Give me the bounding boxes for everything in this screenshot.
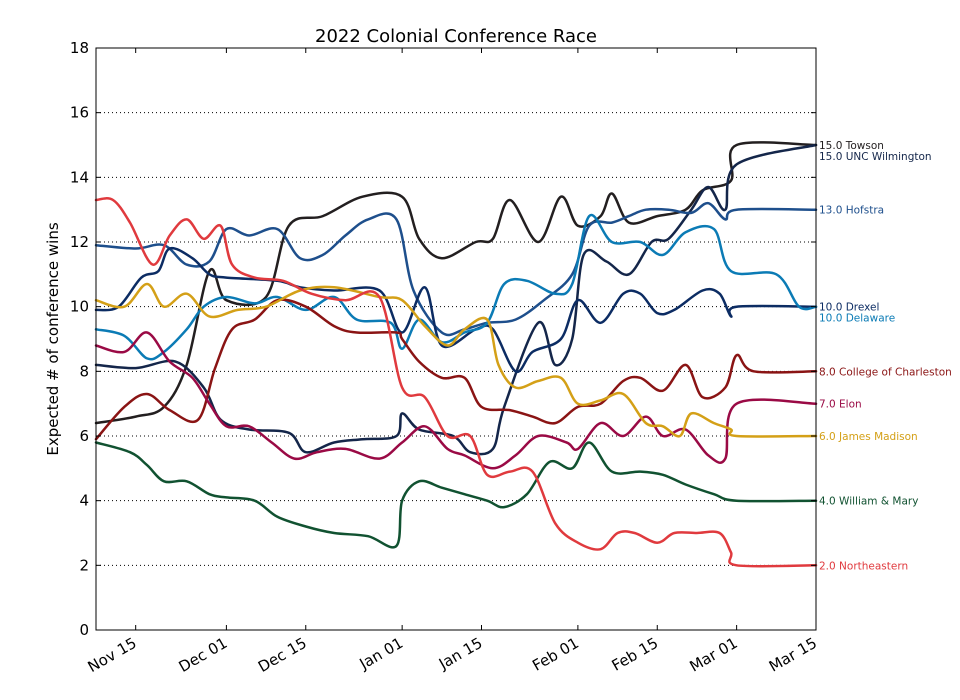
x-tick-label: Nov 15 — [85, 634, 140, 676]
x-tick-label: Jan 01 — [356, 634, 407, 674]
y-axis-label: Expected # of conference wins — [44, 222, 62, 456]
series-lines — [94, 141, 818, 568]
y-tick-label: 6 — [79, 427, 89, 445]
y-tick-label: 8 — [79, 362, 89, 380]
series-line-unc-wilmington — [94, 143, 818, 456]
end-label-college-of-charleston: 8.0 College of Charleston — [819, 366, 952, 378]
y-tick-label: 14 — [70, 168, 89, 186]
end-label-hofstra: 13.0 Hofstra — [819, 205, 884, 217]
x-tick-label: Mar 15 — [766, 634, 820, 676]
series-line-college-of-charleston — [94, 298, 818, 441]
y-tick-label: 10 — [70, 298, 89, 316]
x-tick-label: Dec 15 — [255, 634, 310, 676]
x-tick-label: Mar 01 — [686, 634, 740, 676]
end-label-delaware: 10.0 Delaware — [819, 313, 895, 325]
series-line-elon — [94, 331, 818, 470]
y-tick-label: 12 — [70, 233, 89, 251]
series-line-northeastern — [94, 197, 818, 568]
series-line-drexel — [94, 246, 818, 374]
end-label-william-mary: 4.0 William & Mary — [819, 496, 918, 508]
end-label-towson: 15.0 Towson — [819, 140, 884, 152]
series-line-towson — [94, 141, 818, 425]
series-line-william-mary — [94, 441, 818, 549]
y-tick-label: 18 — [70, 39, 89, 57]
y-tick-label: 0 — [79, 621, 89, 639]
ticks: 0 2 4 6 8 10 12 14 16 18 Nov 15 Dec 01 Dec 15 Jan 01 J… — [70, 39, 820, 676]
end-label-drexel: 10.0 Drexel — [819, 302, 879, 314]
chart-title: 2022 Colonial Conference Race — [315, 26, 597, 47]
end-label-james-madison: 6.0 James Madison — [819, 431, 918, 443]
y-tick-label: 2 — [79, 556, 89, 574]
series-line-james-madison — [94, 282, 818, 438]
y-tick-label: 16 — [70, 104, 89, 122]
x-tick-label: Dec 01 — [176, 634, 231, 676]
series-line-hofstra — [94, 201, 818, 337]
plot-frame — [95, 47, 817, 631]
x-tick-label: Feb 15 — [609, 634, 662, 675]
series-line-delaware — [94, 213, 818, 361]
end-label-elon: 7.0 Elon — [819, 399, 862, 411]
y-tick-label: 4 — [79, 492, 89, 510]
x-tick-label: Jan 15 — [435, 634, 486, 674]
x-tick-label: Feb 01 — [529, 634, 582, 675]
end-label-northeastern: 2.0 Northeastern — [819, 560, 908, 572]
end-label-unc-wilmington: 15.0 UNC Wilmington — [819, 151, 932, 163]
